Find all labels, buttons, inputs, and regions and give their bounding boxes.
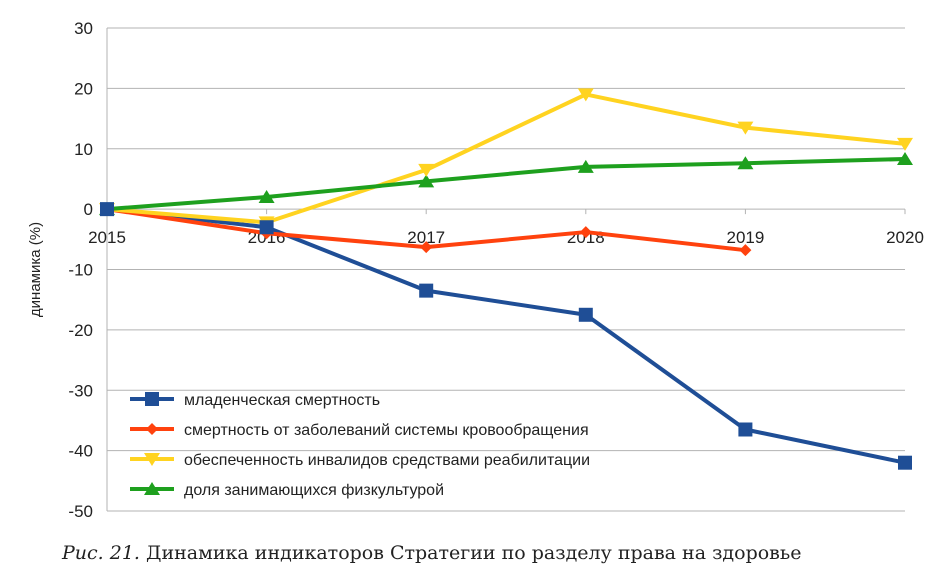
y-tick-label: 20	[74, 79, 93, 98]
legend-label: обеспеченность инвалидов средствами реаб…	[184, 452, 590, 469]
data-point-1	[259, 220, 274, 235]
legend-label: доля занимающихся физкультурой	[184, 482, 444, 499]
series-line-3	[106, 92, 906, 225]
y-tick-label: 0	[84, 200, 93, 219]
line-chart: 3020100-10-20-30-40-50201520162017201820…	[27, 19, 924, 521]
data-point-1	[100, 202, 114, 217]
legend-label: младенческая смертность	[184, 392, 380, 409]
data-point-4	[418, 174, 435, 188]
legend-marker	[144, 482, 160, 495]
legend-marker	[145, 392, 159, 406]
figure-caption: Рис. 21. Динамика индикаторов Стратегии …	[62, 542, 801, 564]
y-tick-label: 10	[74, 140, 93, 159]
y-tick-label: -20	[68, 321, 93, 340]
y-tick-label: -40	[68, 442, 93, 461]
data-point-1	[738, 422, 753, 437]
data-point-4	[258, 190, 275, 204]
x-tick-label: 2020	[886, 228, 924, 247]
series-line-1	[106, 207, 906, 465]
data-point-3	[897, 137, 913, 151]
y-tick-label: -10	[68, 261, 93, 280]
data-point-1	[419, 283, 434, 298]
y-axis-label: динамика (%)	[27, 222, 44, 317]
data-point-3	[418, 163, 435, 177]
legend-label: смертность от заболеваний системы кровоо…	[184, 422, 589, 439]
caption-text: Динамика индикаторов Стратегии по раздел…	[139, 542, 802, 564]
data-point-4	[737, 156, 754, 170]
series-line-4	[106, 157, 906, 212]
data-point-1	[898, 455, 912, 470]
legend-marker	[144, 453, 160, 466]
data-point-2	[739, 244, 752, 257]
data-point-2	[420, 241, 433, 254]
data-point-2	[579, 226, 592, 239]
y-tick-label: 30	[74, 19, 93, 38]
data-point-3	[577, 88, 594, 102]
y-tick-label: -50	[68, 502, 93, 521]
y-tick-label: -30	[68, 381, 93, 400]
data-point-3	[737, 121, 754, 135]
data-point-4	[897, 152, 913, 166]
x-tick-label: 2019	[726, 228, 764, 247]
caption-label: Рис. 21.	[62, 542, 140, 564]
data-point-4	[577, 159, 594, 173]
x-tick-label: 2017	[407, 228, 445, 247]
legend-marker	[146, 423, 158, 435]
x-tick-label: 2015	[88, 228, 126, 247]
data-point-1	[578, 307, 593, 322]
